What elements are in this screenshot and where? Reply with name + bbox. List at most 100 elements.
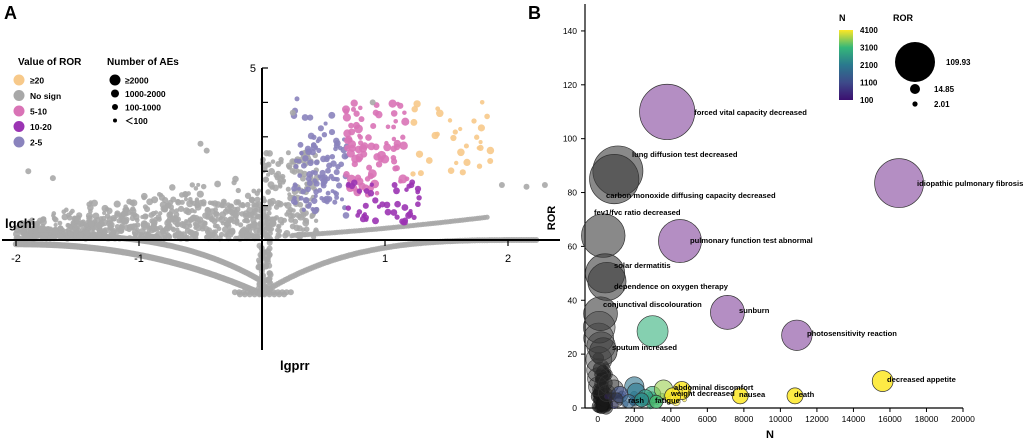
- scatter-point: [229, 203, 234, 209]
- scatter-point: [102, 228, 108, 234]
- scatter-point: [264, 218, 271, 225]
- scatter-point: [203, 225, 210, 232]
- scatter-point: [355, 153, 364, 162]
- legend-size-swatch: [113, 118, 117, 123]
- scatter-point: [74, 222, 81, 230]
- scatter-point: [124, 209, 131, 216]
- scatter-point: [102, 210, 107, 216]
- scatter-point: [166, 233, 172, 240]
- scatter-point: [33, 231, 39, 237]
- legend-size-swatch: [112, 104, 118, 110]
- scatter-point: [394, 200, 401, 208]
- scatter-point: [413, 100, 421, 108]
- scatter-point: [200, 183, 207, 190]
- scatter-point: [274, 215, 279, 220]
- scatter-point: [310, 170, 315, 175]
- legend-size-label: ＜100: [125, 116, 148, 126]
- scatter-point: [498, 182, 505, 188]
- scatter-point: [253, 233, 261, 241]
- scatter-point: [453, 160, 459, 166]
- bubble-label: rash: [628, 396, 644, 405]
- panel-a-ticks: -2 -1 1 2 5: [11, 63, 511, 265]
- scatter-point: [297, 141, 304, 148]
- bubble-label: nausea: [739, 390, 766, 399]
- panel-a-letter: A: [4, 3, 17, 23]
- scatter-point: [155, 214, 162, 221]
- size-legend-label: 109.93: [946, 58, 971, 67]
- scatter-point: [398, 174, 408, 184]
- scatter-point: [333, 169, 340, 176]
- colorbar-tick-label: 3100: [860, 44, 878, 53]
- scatter-point: [121, 217, 129, 225]
- scatter-point: [486, 146, 495, 155]
- scatter-point: [300, 162, 307, 169]
- scatter-point: [246, 233, 253, 240]
- scatter-point: [131, 223, 138, 230]
- scatter-point: [353, 110, 360, 117]
- b-x-tick-label: 12000: [805, 414, 829, 424]
- scatter-point: [305, 175, 312, 182]
- bubble-point: [581, 213, 626, 258]
- scatter-point: [265, 253, 272, 260]
- scatter-point: [244, 192, 252, 199]
- legend-color-swatch: [13, 136, 25, 148]
- scatter-point: [197, 199, 205, 207]
- legend-color-swatch: [13, 121, 25, 132]
- scatter-point: [266, 291, 273, 298]
- scatter-point: [172, 232, 179, 238]
- scatter-point: [293, 164, 299, 169]
- scatter-point: [95, 222, 102, 229]
- scatter-point: [447, 118, 453, 123]
- scatter-point: [168, 204, 174, 210]
- scatter-point: [281, 217, 288, 223]
- scatter-point: [362, 202, 369, 209]
- scatter-point: [291, 208, 296, 213]
- scatter-point: [284, 202, 292, 209]
- scatter-point: [294, 158, 299, 164]
- scatter-point: [343, 108, 350, 115]
- bubble-label: dependence on oxygen therapy: [614, 282, 729, 291]
- scatter-point: [289, 109, 296, 116]
- scatter-point: [117, 227, 125, 234]
- scatter-point: [25, 168, 32, 175]
- scatter-point: [76, 232, 84, 239]
- scatter-point: [333, 137, 340, 145]
- scatter-point: [266, 270, 273, 277]
- scatter-point: [164, 219, 171, 227]
- scatter-point: [415, 189, 421, 195]
- scatter-point: [334, 195, 340, 200]
- scatter-point: [245, 218, 251, 224]
- scatter-point: [214, 180, 222, 188]
- x-axis-label: lgprr: [280, 358, 310, 373]
- scatter-point: [203, 147, 210, 154]
- scatter-point: [354, 124, 363, 134]
- scatter-point: [393, 118, 399, 124]
- scatter-point: [108, 229, 116, 237]
- scatter-point: [179, 221, 187, 228]
- scatter-point: [83, 223, 89, 229]
- scatter-point: [484, 113, 490, 120]
- scatter-point: [74, 216, 81, 223]
- scatter-point: [189, 208, 195, 213]
- b-y-tick-label: 20: [568, 349, 578, 359]
- scatter-point: [301, 114, 309, 121]
- scatter-point: [358, 116, 365, 123]
- scatter-point: [279, 173, 286, 180]
- scatter-point: [372, 197, 379, 204]
- scatter-point: [65, 222, 71, 228]
- b-x-tick-label: 16000: [878, 414, 902, 424]
- scatter-point: [143, 213, 149, 219]
- scatter-point: [343, 129, 352, 138]
- scatter-point: [193, 225, 198, 230]
- scatter-point: [356, 209, 363, 215]
- scatter-point: [56, 233, 64, 240]
- scatter-point: [335, 164, 341, 170]
- scatter-point: [129, 199, 136, 206]
- b-y-axis-label: ROR: [546, 206, 558, 231]
- scatter-point: [190, 230, 198, 238]
- scatter-point: [366, 164, 373, 171]
- scatter-point: [332, 199, 338, 205]
- scatter-point: [323, 121, 328, 126]
- colorbar: N 100 1100 2100 3100 4100: [839, 13, 878, 105]
- scatter-point: [179, 192, 185, 198]
